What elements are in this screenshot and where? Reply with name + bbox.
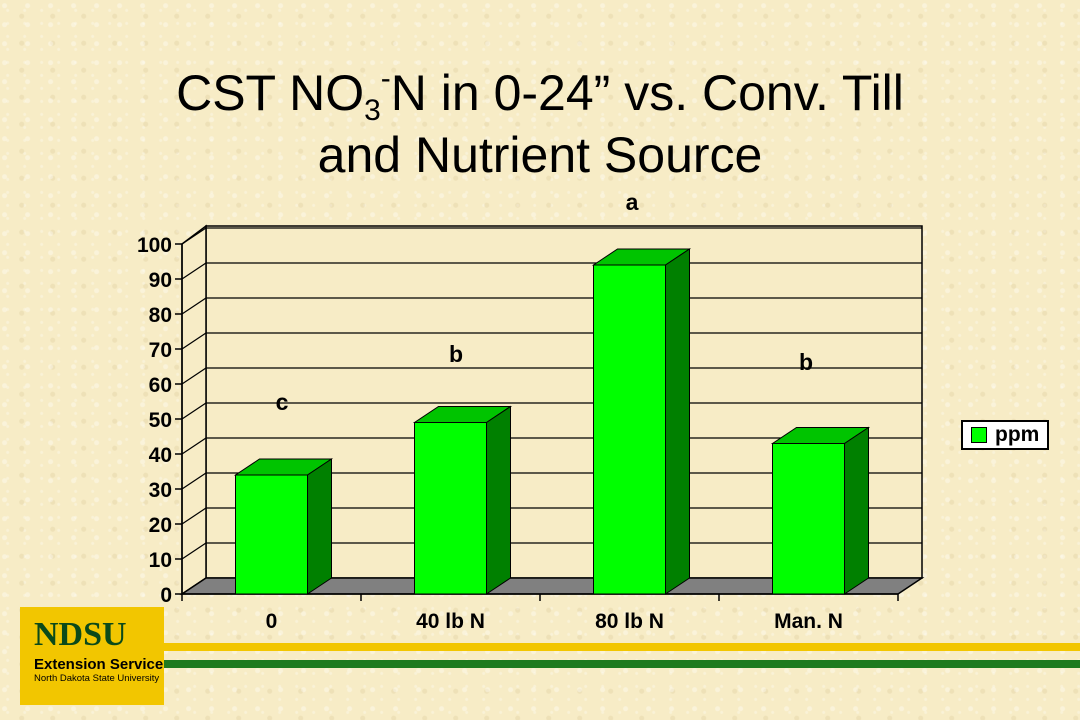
significance-letters: c b a b <box>276 189 813 415</box>
significance-letter: b <box>449 341 463 367</box>
slide-title: CST NO3-N in 0-24” vs. Conv. Till and Nu… <box>0 62 1080 186</box>
y-tick-label: 70 <box>149 339 172 362</box>
y-tick-label: 0 <box>160 584 172 607</box>
logo-extension-text: Extension Service <box>34 656 164 673</box>
bar <box>593 264 666 595</box>
logo-ndsu-text: NDSU <box>34 616 127 653</box>
x-axis-ticks: 0 40 lb N 80 lb N Man. N <box>181 594 899 633</box>
x-tick-label: 80 lb N <box>595 610 664 633</box>
title-line-2: and Nutrient Source <box>317 127 763 183</box>
y-tick-label: 90 <box>149 269 172 292</box>
bar-side <box>486 405 511 595</box>
bar-side <box>307 458 332 595</box>
legend: ppm <box>961 420 1049 450</box>
legend-swatch <box>971 427 987 443</box>
y-tick-label: 50 <box>149 409 172 432</box>
title-part-b: N in 0-24” vs. Conv. Till <box>390 65 904 121</box>
bar-side <box>665 248 690 595</box>
title-subscript: 3 <box>364 94 381 127</box>
y-tick-label: 20 <box>149 514 172 537</box>
y-tick-label: 30 <box>149 479 172 502</box>
logo-university-text: North Dakota State University <box>34 673 160 684</box>
ndsu-logo: NDSU Extension Service North Dakota Stat… <box>20 607 164 705</box>
y-axis-ticks: 0 10 20 30 40 50 60 70 80 90 100 <box>137 234 182 607</box>
bar <box>772 443 845 595</box>
y-tick-label: 40 <box>149 444 172 467</box>
green-stripe <box>164 660 1080 668</box>
y-tick-label: 10 <box>149 549 172 572</box>
y-tick-label: 80 <box>149 304 172 327</box>
significance-letter: b <box>799 349 813 375</box>
title-superscript: - <box>380 62 391 95</box>
bar <box>414 422 487 595</box>
significance-letter: a <box>626 189 639 215</box>
yellow-stripe <box>164 643 1080 651</box>
side-wall <box>181 224 207 596</box>
x-tick-label: 0 <box>266 610 278 633</box>
x-tick-label: 40 lb N <box>416 610 485 633</box>
bar <box>235 474 308 595</box>
significance-letter: c <box>276 389 289 415</box>
y-tick-label: 60 <box>149 374 172 397</box>
bar-side <box>844 426 869 595</box>
gridline <box>181 227 922 245</box>
y-tick-label: 100 <box>137 234 172 257</box>
legend-label: ppm <box>995 423 1040 446</box>
x-tick-label: Man. N <box>774 610 843 633</box>
title-part-a: CST NO <box>176 65 365 121</box>
bars <box>233 248 871 595</box>
